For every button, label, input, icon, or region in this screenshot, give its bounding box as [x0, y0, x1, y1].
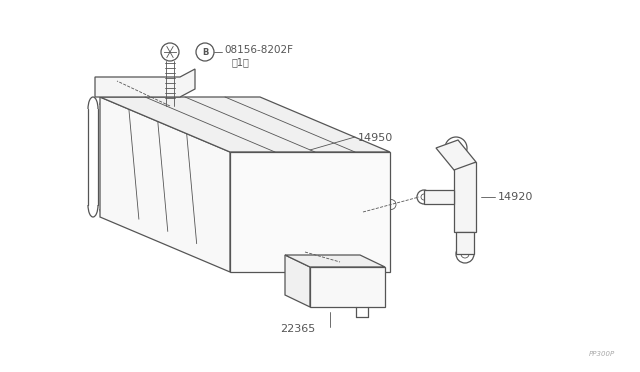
Text: 08156-8202F: 08156-8202F [224, 45, 293, 55]
Text: 22365: 22365 [280, 324, 316, 334]
Polygon shape [454, 162, 476, 232]
Polygon shape [436, 140, 476, 170]
Text: PP300P: PP300P [589, 351, 615, 357]
Polygon shape [285, 255, 385, 267]
Text: 14950: 14950 [358, 133, 393, 143]
Polygon shape [100, 97, 390, 152]
Text: B: B [202, 48, 208, 57]
Polygon shape [285, 255, 310, 307]
Polygon shape [95, 69, 195, 97]
Polygon shape [310, 267, 385, 307]
Polygon shape [100, 97, 230, 272]
Polygon shape [230, 152, 390, 272]
Polygon shape [456, 232, 474, 254]
Polygon shape [424, 190, 454, 204]
Text: 14920: 14920 [498, 192, 533, 202]
Text: （1）: （1） [232, 57, 250, 67]
